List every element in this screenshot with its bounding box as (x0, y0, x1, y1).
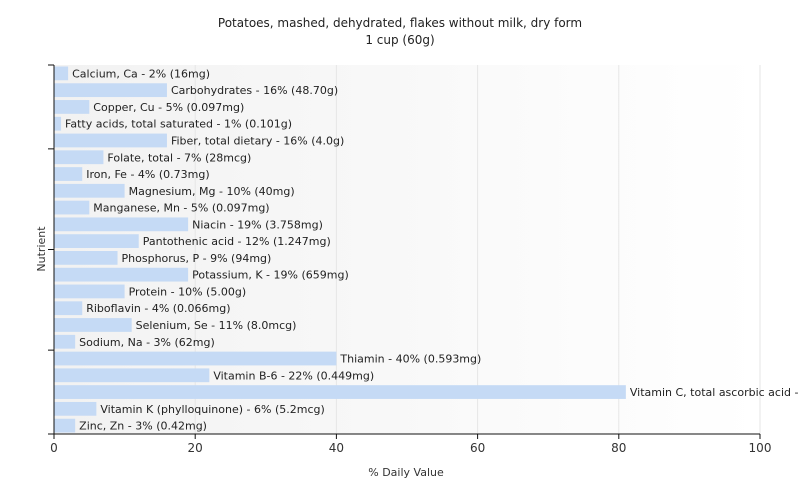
bar-label-14: Protein - 10% (5.00g) (129, 285, 247, 298)
x-axis-tick-label-0: 0 (50, 441, 58, 455)
bar-11 (54, 234, 139, 248)
bar-8 (54, 183, 125, 198)
x-axis-tick-label-80: 80 (611, 441, 626, 455)
x-axis-tick-label-20: 20 (188, 441, 203, 455)
chart-title: Potatoes, mashed, dehydrated, flakes wit… (218, 16, 582, 30)
bar-label-13: Potassium, K - 19% (659mg) (192, 269, 349, 282)
y-axis-label: Nutrient (35, 226, 48, 272)
bar-6 (54, 150, 104, 165)
x-axis-label: % Daily Value (368, 466, 444, 479)
bar-label-2: Carbohydrates - 16% (48.70g) (171, 84, 338, 97)
bar-label-7: Iron, Fe - 4% (0.73mg) (86, 168, 209, 181)
bar-label-5: Fiber, total dietary - 16% (4.0g) (171, 134, 344, 147)
bar-label-12: Phosphorus, P - 9% (94mg) (122, 252, 272, 265)
bar-label-3: Copper, Cu - 5% (0.097mg) (93, 101, 244, 114)
bars (54, 66, 626, 433)
bar-9 (54, 200, 90, 215)
bar-label-21: Vitamin K (phylloquinone) - 6% (5.2mcg) (100, 403, 324, 416)
x-axis-ticks: 0 20 40 60 80 100 (50, 434, 771, 455)
x-axis-tick-label-100: 100 (749, 441, 772, 455)
bar-label-6: Folate, total - 7% (28mcg) (107, 151, 251, 164)
bar-13 (54, 267, 189, 282)
bar-17 (54, 334, 76, 349)
bar-1 (54, 66, 69, 81)
bar-15 (54, 301, 83, 316)
bar-label-22: Zinc, Zn - 3% (0.42mg) (79, 420, 207, 433)
bar-4 (54, 116, 62, 131)
bar-label-4: Fatty acids, total saturated - 1% (0.101… (65, 118, 292, 131)
bar-label-11: Pantothenic acid - 12% (1.247mg) (143, 235, 331, 248)
bar-labels: Calcium, Ca - 2% (16mg) Carbohydrates - 1… (65, 67, 800, 432)
bar-20 (54, 385, 626, 399)
bar-10 (54, 217, 189, 232)
bar-7 (54, 167, 83, 181)
axes (48, 64, 760, 435)
bar-16 (54, 318, 132, 332)
bar-12 (54, 251, 118, 265)
bar-label-17: Sodium, Na - 3% (62mg) (79, 336, 215, 349)
bar-14 (54, 284, 125, 299)
bar-label-18: Thiamin - 40% (0.593mg) (339, 353, 481, 366)
bar-label-15: Riboflavin - 4% (0.066mg) (86, 302, 230, 315)
bar-22 (54, 418, 76, 433)
bar-19 (54, 368, 210, 383)
bar-label-16: Selenium, Se - 11% (8.0mcg) (136, 319, 297, 332)
x-axis-tick-label-60: 60 (470, 441, 485, 455)
bar-label-9: Manganese, Mn - 5% (0.097mg) (93, 202, 269, 215)
bar-label-8: Magnesium, Mg - 10% (40mg) (129, 185, 295, 198)
bar-label-20: Vitamin C, total ascorbic acid - 81% (48… (630, 386, 800, 399)
bar-label-1: Calcium, Ca - 2% (16mg) (72, 67, 210, 80)
bar-3 (54, 100, 90, 114)
chart-subtitle: 1 cup (60g) (365, 33, 434, 47)
bar-21 (54, 401, 97, 416)
bar-label-19: Vitamin B-6 - 22% (0.449mg) (213, 369, 374, 382)
bar-label-10: Niacin - 19% (3.758mg) (192, 218, 323, 231)
bar-2 (54, 83, 167, 98)
bar-18 (54, 351, 337, 366)
bar-5 (54, 133, 167, 148)
x-axis-tick-label-40: 40 (329, 441, 344, 455)
